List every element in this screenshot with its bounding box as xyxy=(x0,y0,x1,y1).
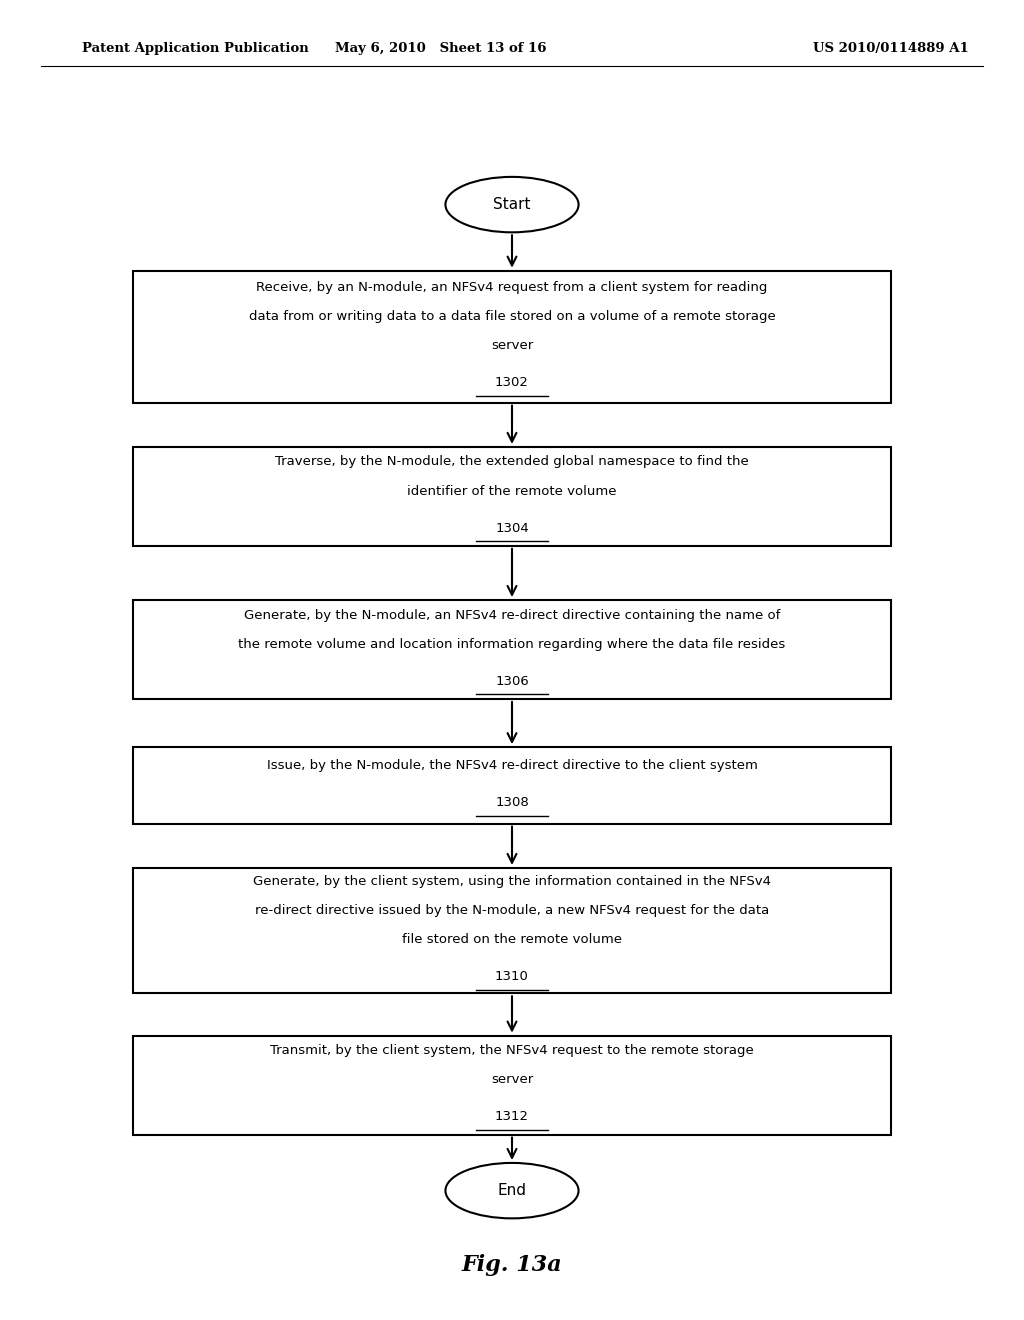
Text: server: server xyxy=(490,339,534,352)
Text: Traverse, by the N-module, the extended global namespace to find the: Traverse, by the N-module, the extended … xyxy=(275,455,749,469)
Text: 1310: 1310 xyxy=(495,970,529,983)
Text: Issue, by the N-module, the NFSv4 re-direct directive to the client system: Issue, by the N-module, the NFSv4 re-dir… xyxy=(266,759,758,772)
Text: identifier of the remote volume: identifier of the remote volume xyxy=(408,484,616,498)
Text: 1312: 1312 xyxy=(495,1110,529,1123)
Bar xyxy=(133,869,891,993)
Text: Transmit, by the client system, the NFSv4 request to the remote storage: Transmit, by the client system, the NFSv… xyxy=(270,1044,754,1057)
Text: re-direct directive issued by the N-module, a new NFSv4 request for the data: re-direct directive issued by the N-modu… xyxy=(255,904,769,917)
Bar xyxy=(133,1036,891,1135)
Text: 1308: 1308 xyxy=(496,796,528,809)
Bar xyxy=(133,446,891,546)
Text: 1306: 1306 xyxy=(496,675,528,688)
Text: Receive, by an N-module, an NFSv4 request from a client system for reading: Receive, by an N-module, an NFSv4 reques… xyxy=(256,281,768,294)
Text: the remote volume and location information regarding where the data file resides: the remote volume and location informati… xyxy=(239,638,785,651)
Text: 1304: 1304 xyxy=(496,521,528,535)
Ellipse shape xyxy=(445,177,579,232)
Ellipse shape xyxy=(445,1163,579,1218)
Text: 1302: 1302 xyxy=(495,376,529,389)
Text: Generate, by the N-module, an NFSv4 re-direct directive containing the name of: Generate, by the N-module, an NFSv4 re-d… xyxy=(244,609,780,622)
Text: file stored on the remote volume: file stored on the remote volume xyxy=(402,933,622,946)
Bar xyxy=(133,747,891,824)
Bar xyxy=(133,271,891,403)
Text: Fig. 13a: Fig. 13a xyxy=(462,1254,562,1275)
Text: Start: Start xyxy=(494,197,530,213)
Text: server: server xyxy=(490,1073,534,1086)
Bar xyxy=(133,599,891,700)
Text: Patent Application Publication: Patent Application Publication xyxy=(82,42,308,55)
Text: End: End xyxy=(498,1183,526,1199)
Text: May 6, 2010   Sheet 13 of 16: May 6, 2010 Sheet 13 of 16 xyxy=(335,42,546,55)
Text: US 2010/0114889 A1: US 2010/0114889 A1 xyxy=(813,42,969,55)
Text: data from or writing data to a data file stored on a volume of a remote storage: data from or writing data to a data file… xyxy=(249,310,775,323)
Text: Generate, by the client system, using the information contained in the NFSv4: Generate, by the client system, using th… xyxy=(253,875,771,888)
